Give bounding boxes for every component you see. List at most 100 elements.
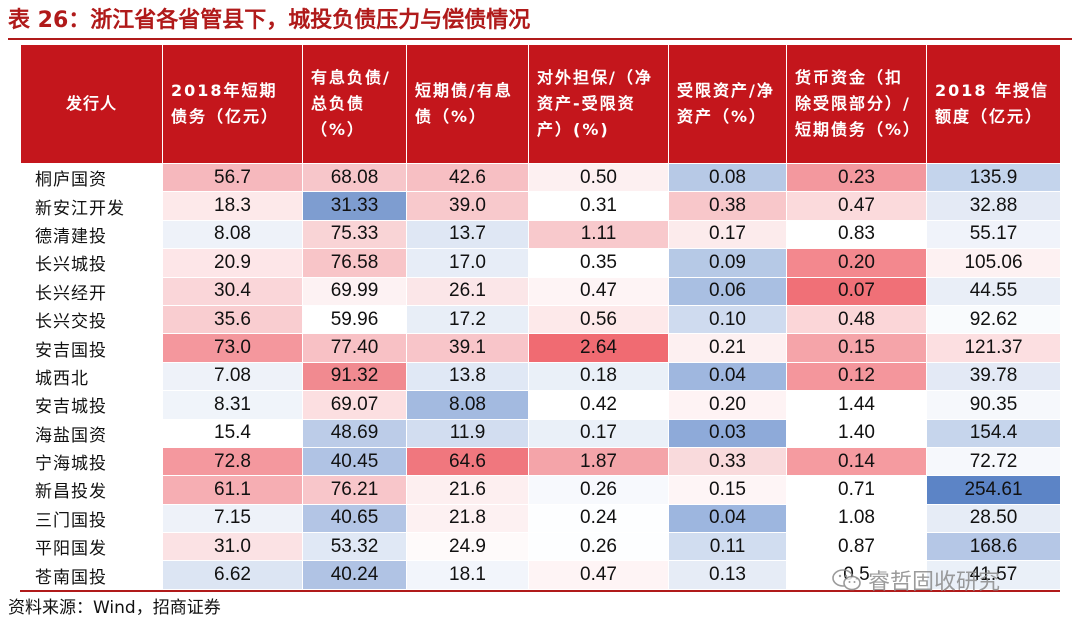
header-external-guarantee: 对外担保/（净资产-受限资产）(%): [528, 44, 669, 164]
credit-line-cell: 154.4: [926, 418, 1061, 448]
credit-line-cell: 105.06: [926, 248, 1061, 278]
external-guarantee-cell: 1.11: [528, 219, 669, 250]
external-guarantee-cell: 0.18: [528, 361, 669, 392]
interest-debt-ratio-cell: 77.40: [302, 333, 407, 363]
table-bottom-divider: [20, 590, 1060, 592]
restricted-assets-cell: 0.20: [668, 390, 787, 420]
cash-coverage-cell: 0.47: [786, 191, 927, 221]
issuer-name-cell: 苍南国投: [20, 560, 163, 590]
table-row: 新安江开发 18.3 31.33 39.0 0.31 0.38 0.47 32.88: [20, 191, 1061, 221]
restricted-assets-cell: 0.21: [668, 333, 787, 363]
external-guarantee-cell: 0.56: [528, 304, 669, 335]
credit-line-cell: 32.88: [926, 191, 1061, 221]
issuer-name-cell: 平阳国发: [20, 532, 163, 562]
issuer-name-cell: 城西北: [20, 361, 163, 392]
external-guarantee-cell: 1.87: [528, 446, 669, 477]
cash-coverage-cell: 0.87: [786, 532, 927, 562]
short-to-interest-debt-cell: 17.2: [406, 304, 529, 335]
restricted-assets-cell: 0.09: [668, 248, 787, 278]
restricted-assets-cell: 0.17: [668, 219, 787, 250]
short-debt-cell: 31.0: [162, 532, 303, 562]
credit-line-cell: 254.61: [926, 475, 1061, 505]
restricted-assets-cell: 0.06: [668, 276, 787, 306]
header-row: 发行人 2018年短期债务（亿元） 有息负债/总负债（%） 短期债/有息债（%）…: [20, 44, 1061, 164]
short-to-interest-debt-cell: 18.1: [406, 560, 529, 590]
external-guarantee-cell: 0.24: [528, 503, 669, 534]
title-divider: [8, 38, 1072, 40]
interest-debt-ratio-cell: 69.07: [302, 390, 407, 420]
short-debt-cell: 56.7: [162, 162, 303, 193]
interest-debt-ratio-cell: 75.33: [302, 219, 407, 250]
issuer-name-cell: 长兴城投: [20, 248, 163, 278]
table-title: 表 26：浙江省各省管县下，城投负债压力与偿债情况: [8, 8, 531, 33]
short-debt-cell: 35.6: [162, 304, 303, 335]
header-short-to-interest-debt: 短期债/有息债（%）: [406, 44, 529, 164]
interest-debt-ratio-cell: 31.33: [302, 191, 407, 221]
restricted-assets-cell: 0.10: [668, 304, 787, 335]
external-guarantee-cell: 0.26: [528, 532, 669, 562]
short-to-interest-debt-cell: 42.6: [406, 162, 529, 193]
issuer-name-cell: 长兴经开: [20, 276, 163, 306]
external-guarantee-cell: 0.42: [528, 390, 669, 420]
external-guarantee-cell: 0.35: [528, 248, 669, 278]
table-row: 平阳国发 31.0 53.32 24.9 0.26 0.11 0.87 168.6: [20, 532, 1061, 562]
restricted-assets-cell: 0.04: [668, 503, 787, 534]
short-debt-cell: 8.08: [162, 219, 303, 250]
short-to-interest-debt-cell: 13.8: [406, 361, 529, 392]
table-row: 德清建投 8.08 75.33 13.7 1.11 0.17 0.83 55.17: [20, 219, 1061, 250]
table-row: 安吉城投 8.31 69.07 8.08 0.42 0.20 1.44 90.35: [20, 390, 1061, 420]
debt-pressure-table: 发行人 2018年短期债务（亿元） 有息负债/总负债（%） 短期债/有息债（%）…: [20, 44, 1061, 590]
external-guarantee-cell: 2.64: [528, 333, 669, 363]
external-guarantee-cell: 0.26: [528, 475, 669, 505]
cash-coverage-cell: 0.20: [786, 248, 927, 278]
external-guarantee-cell: 0.47: [528, 560, 669, 590]
interest-debt-ratio-cell: 69.99: [302, 276, 407, 306]
table-row: 长兴城投 20.9 76.58 17.0 0.35 0.09 0.20 105.06: [20, 248, 1061, 278]
header-credit-line: 2018 年授信额度（亿元）: [926, 44, 1061, 164]
cash-coverage-cell: 1.44: [786, 390, 927, 420]
cash-coverage-cell: 0.12: [786, 361, 927, 392]
restricted-assets-cell: 0.38: [668, 191, 787, 221]
credit-line-cell: 28.50: [926, 503, 1061, 534]
credit-line-cell: 55.17: [926, 219, 1061, 250]
external-guarantee-cell: 0.47: [528, 276, 669, 306]
short-debt-cell: 15.4: [162, 418, 303, 448]
table-row: 三门国投 7.15 40.65 21.8 0.24 0.04 1.08 28.50: [20, 503, 1061, 534]
cash-coverage-cell: 0.14: [786, 446, 927, 477]
external-guarantee-cell: 0.50: [528, 162, 669, 193]
short-debt-cell: 30.4: [162, 276, 303, 306]
issuer-name-cell: 安吉城投: [20, 390, 163, 420]
table-row: 长兴交投 35.6 59.96 17.2 0.56 0.10 0.48 92.62: [20, 304, 1061, 335]
header-interest-debt-ratio: 有息负债/总负债（%）: [302, 44, 407, 164]
external-guarantee-cell: 0.17: [528, 418, 669, 448]
credit-line-cell: 90.35: [926, 390, 1061, 420]
issuer-name-cell: 三门国投: [20, 503, 163, 534]
header-cash-coverage: 货币资金（扣除受限部分）/短期债务（%）: [786, 44, 927, 164]
short-to-interest-debt-cell: 17.0: [406, 248, 529, 278]
cash-coverage-cell: 0.07: [786, 276, 927, 306]
external-guarantee-cell: 0.31: [528, 191, 669, 221]
table-row: 城西北 7.08 91.32 13.8 0.18 0.04 0.12 39.78: [20, 361, 1061, 392]
credit-line-cell: 44.55: [926, 276, 1061, 306]
short-to-interest-debt-cell: 13.7: [406, 219, 529, 250]
cash-coverage-cell: 0.71: [786, 475, 927, 505]
restricted-assets-cell: 0.08: [668, 162, 787, 193]
interest-debt-ratio-cell: 48.69: [302, 418, 407, 448]
short-debt-cell: 61.1: [162, 475, 303, 505]
source-note: 资料来源：Wind，招商证券: [8, 598, 221, 618]
cash-coverage-cell: 0.83: [786, 219, 927, 250]
credit-line-cell: 121.37: [926, 333, 1061, 363]
table-row: 长兴经开 30.4 69.99 26.1 0.47 0.06 0.07 44.55: [20, 276, 1061, 306]
restricted-assets-cell: 0.11: [668, 532, 787, 562]
short-debt-cell: 20.9: [162, 248, 303, 278]
issuer-name-cell: 长兴交投: [20, 304, 163, 335]
interest-debt-ratio-cell: 76.21: [302, 475, 407, 505]
short-debt-cell: 18.3: [162, 191, 303, 221]
short-debt-cell: 72.8: [162, 446, 303, 477]
issuer-name-cell: 宁海城投: [20, 446, 163, 477]
credit-line-cell: 39.78: [926, 361, 1061, 392]
credit-line-cell: 92.62: [926, 304, 1061, 335]
short-to-interest-debt-cell: 21.8: [406, 503, 529, 534]
short-to-interest-debt-cell: 26.1: [406, 276, 529, 306]
restricted-assets-cell: 0.04: [668, 361, 787, 392]
